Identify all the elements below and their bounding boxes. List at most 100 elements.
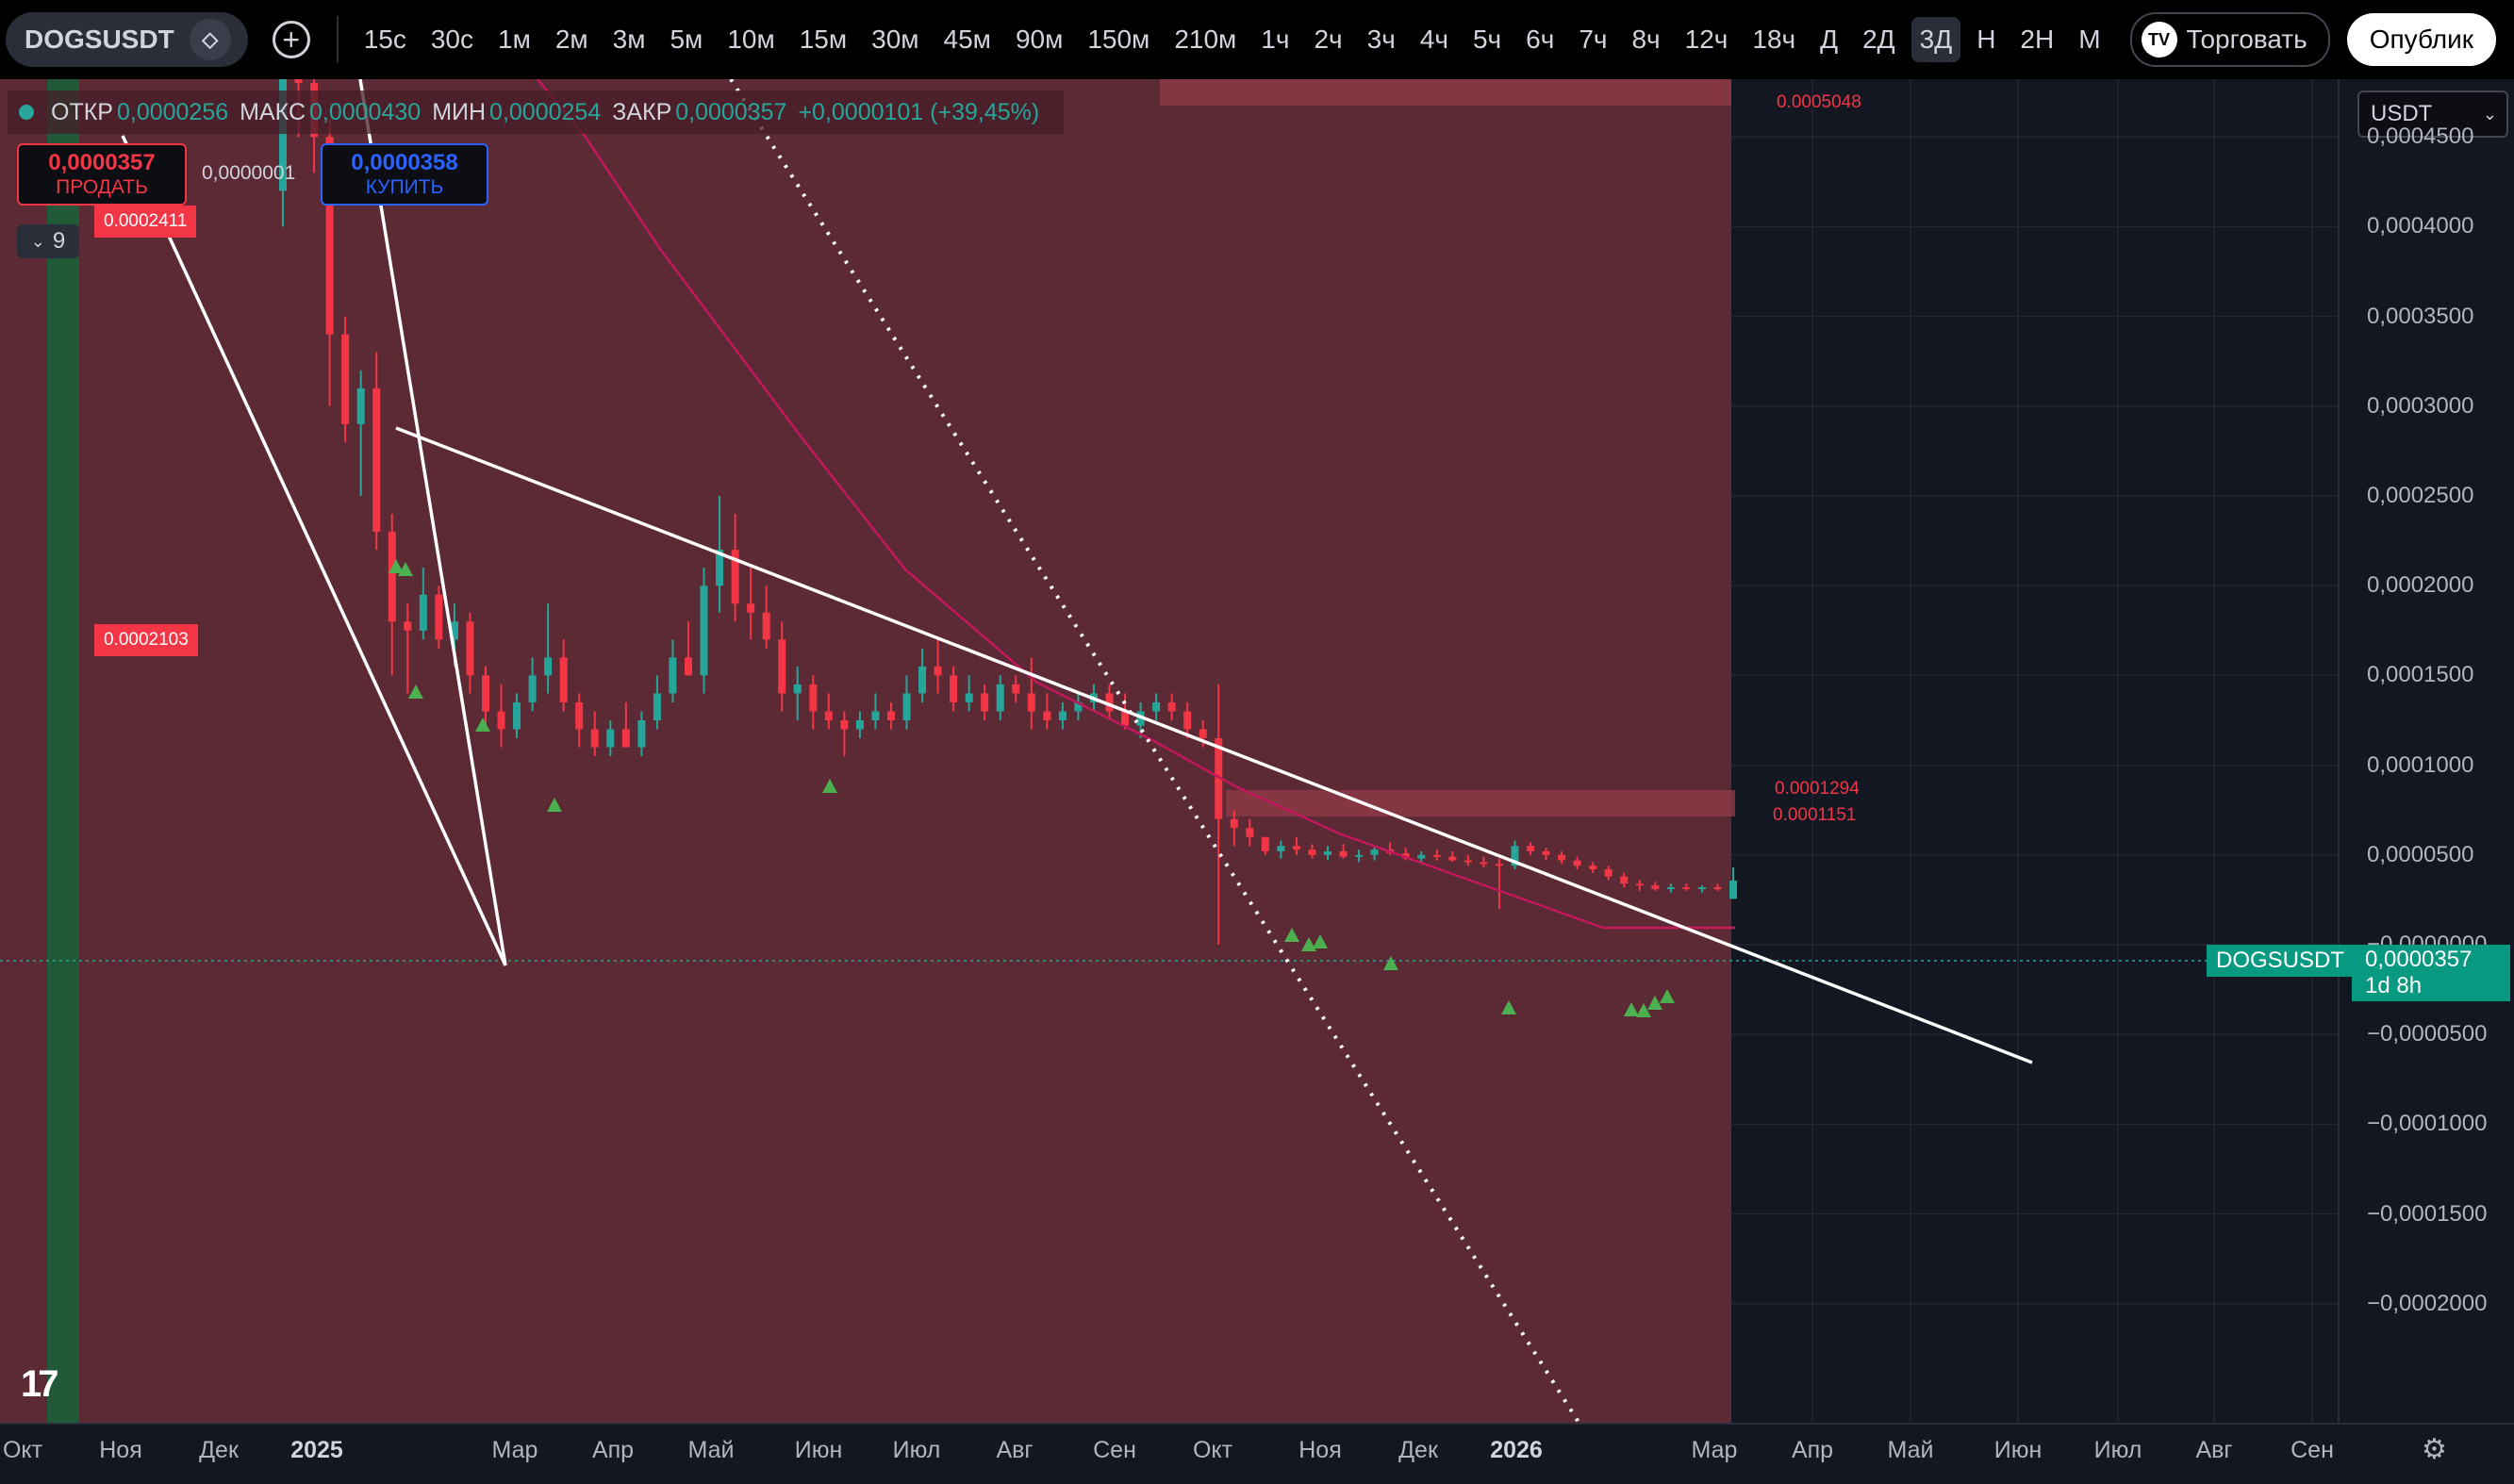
buy-signal-marker: [408, 684, 423, 699]
interval-1[interactable]: 30с: [430, 25, 473, 54]
candle-body: [1651, 885, 1660, 889]
interval-14[interactable]: 2ч: [1314, 25, 1343, 54]
indicators-toggle[interactable]: ⌄ 9: [17, 224, 79, 258]
candle-body: [824, 711, 833, 720]
publish-button-label: Опублик: [2369, 25, 2473, 54]
interval-22[interactable]: 18ч: [1752, 25, 1796, 54]
buy-signal-marker: [389, 559, 404, 573]
flag-top-value: 0.0002411: [104, 211, 188, 231]
interval-18[interactable]: 6ч: [1526, 25, 1555, 54]
interval-10[interactable]: 90м: [1015, 25, 1064, 54]
time-tick-label: Апр: [1791, 1437, 1834, 1463]
tradingview-logo-icon: TV: [2141, 22, 2177, 58]
interval-16[interactable]: 4ч: [1419, 25, 1448, 54]
trendline-main[interactable]: [395, 426, 2033, 1064]
candle-body: [1167, 701, 1176, 712]
interval-12[interactable]: 210м: [1174, 25, 1237, 54]
symbol-search-button[interactable]: DOGSUSDT ◇: [6, 12, 248, 67]
sell-price: 0,0000357: [48, 150, 156, 175]
buy-signal-marker: [1383, 956, 1398, 970]
compare-add-icon[interactable]: +: [272, 21, 310, 58]
trade-button[interactable]: TV Торговать: [2129, 12, 2330, 67]
flag-mid: 0.0002103: [94, 624, 198, 656]
symbol-tag-label: DOGSUSDT: [2216, 948, 2345, 973]
change-value: +0,0000101 (+39,45%): [798, 98, 1040, 125]
candle-body: [325, 137, 334, 335]
interval-9[interactable]: 45м: [943, 25, 991, 54]
interval-3[interactable]: 2м: [554, 25, 588, 54]
time-tick-label: Июн: [1993, 1437, 2043, 1463]
candle-body: [1542, 850, 1550, 855]
interval-6[interactable]: 10м: [727, 25, 775, 54]
interval-17[interactable]: 5ч: [1472, 25, 1502, 54]
candle-body: [404, 621, 412, 631]
candle-body: [996, 684, 1004, 712]
price-tick-label: 0,0004500: [2367, 124, 2474, 150]
buy-signal-marker: [1636, 1003, 1651, 1017]
trendline-dotted[interactable]: [729, 79, 1581, 1426]
candle-body: [700, 585, 708, 676]
time-tick-label: Июл: [892, 1437, 941, 1463]
time-tick-label: Окт: [2, 1437, 43, 1463]
candle-body: [497, 711, 505, 730]
candle-body: [840, 720, 849, 730]
interval-24[interactable]: 2Д: [1862, 25, 1895, 54]
currency-select[interactable]: USDT ⌄: [2357, 91, 2508, 138]
sell-button[interactable]: 0,0000357 ПРОДАТЬ: [17, 143, 187, 206]
interval-0[interactable]: 15с: [363, 25, 406, 54]
interval-7[interactable]: 15м: [799, 25, 848, 54]
interval-23[interactable]: Д: [1820, 25, 1839, 54]
candle-body: [669, 657, 677, 694]
interval-11[interactable]: 150м: [1087, 25, 1150, 54]
buy-signal-marker: [1624, 1002, 1639, 1016]
interval-28[interactable]: М: [2078, 25, 2101, 54]
candle-body: [871, 711, 880, 720]
buy-signal-marker: [1660, 989, 1675, 1003]
candle-body: [902, 693, 911, 720]
top-toolbar: DOGSUSDT ◇ + 15с 30с 1м 2м 3м 5м 10м 15м 30м 45м 9…: [0, 0, 2514, 79]
candle-body: [950, 675, 958, 702]
candle-body: [1729, 881, 1737, 899]
interval-2[interactable]: 1м: [498, 25, 531, 54]
interval-27[interactable]: 2Н: [2020, 25, 2055, 54]
publish-button[interactable]: Опублик: [2346, 13, 2496, 66]
candle-body: [918, 666, 927, 694]
diamond-icon[interactable]: ◇: [189, 19, 231, 60]
interval-5[interactable]: 5м: [670, 25, 703, 54]
price-tick-label: 0,0001000: [2367, 751, 2474, 778]
tradingview-watermark-logo[interactable]: 17: [21, 1363, 58, 1405]
interval-20[interactable]: 8ч: [1631, 25, 1661, 54]
flag-top: 0.0002411: [94, 206, 197, 238]
candle-body: [1697, 887, 1706, 890]
interval-15[interactable]: 3ч: [1366, 25, 1396, 54]
candle-body: [419, 594, 427, 631]
buy-signal-marker: [475, 717, 490, 732]
candle-body: [1448, 856, 1457, 861]
candle-body: [1573, 860, 1581, 866]
interval-13[interactable]: 1ч: [1261, 25, 1290, 54]
time-tick-label: Май: [687, 1437, 735, 1463]
interval-8[interactable]: 30м: [871, 25, 919, 54]
settings-gear-icon[interactable]: ⚙: [2422, 1434, 2447, 1465]
level-upper-label: 0.0001294: [1775, 779, 1860, 799]
candle-body: [621, 729, 630, 748]
interval-21[interactable]: 12ч: [1684, 25, 1728, 54]
buy-button[interactable]: 0,0000358 КУПИТЬ: [321, 143, 488, 206]
interval-19[interactable]: 7ч: [1579, 25, 1608, 54]
price-tick-label: 0,0003500: [2367, 303, 2474, 329]
sell-label: ПРОДАТЬ: [56, 176, 148, 198]
candle-body: [1464, 860, 1472, 863]
price-chart[interactable]: [0, 79, 2514, 1484]
candle-body: [1308, 849, 1316, 855]
trendline-1[interactable]: [121, 135, 507, 966]
interval-26[interactable]: Н: [1976, 25, 1996, 54]
candle-body: [1666, 887, 1675, 890]
buy-signal-marker: [822, 779, 837, 793]
candle-body: [1527, 846, 1535, 851]
candle-body: [481, 675, 489, 712]
trendline-2[interactable]: [358, 79, 507, 966]
interval-25[interactable]: 3Д: [1910, 17, 1961, 62]
interval-4[interactable]: 3м: [612, 25, 646, 54]
currency-value: USDT: [2371, 101, 2433, 126]
time-tick-label: Ноя: [99, 1437, 142, 1463]
